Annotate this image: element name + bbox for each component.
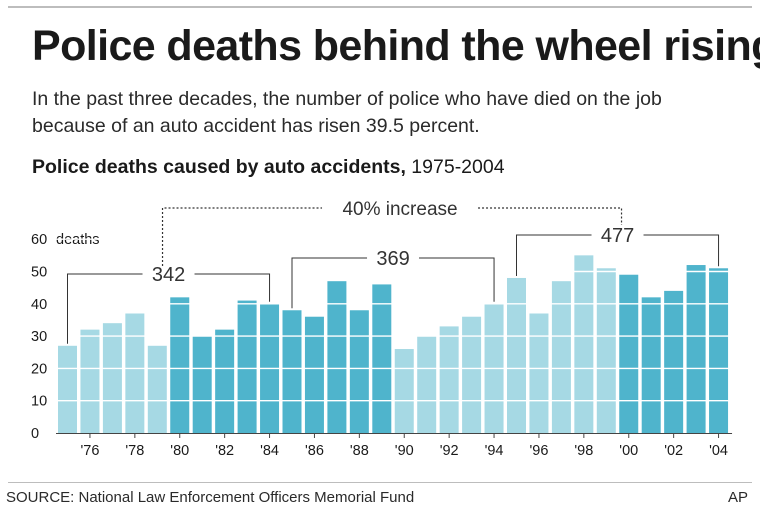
y-tick-label: 30: [31, 329, 47, 345]
chart-subtitle: Police deaths caused by auto accidents, …: [32, 156, 505, 179]
bar: [529, 313, 549, 433]
bar: [327, 281, 347, 433]
comparison-label: 40% increase: [342, 199, 457, 220]
x-tick-label: '02: [664, 443, 683, 459]
decade-bracket-left: [516, 234, 592, 276]
decade-total-label: 342: [152, 264, 185, 286]
bar: [709, 268, 729, 433]
bottom-rule: [8, 482, 752, 483]
y-tick-label: 10: [31, 394, 47, 410]
x-tick-label: '76: [80, 443, 99, 459]
y-tick-label: 0: [31, 426, 39, 442]
y-tick-label: 40: [31, 297, 47, 313]
bar: [80, 329, 100, 433]
decade-bracket-right: [643, 234, 720, 267]
comparison-bracket-right: [478, 207, 623, 225]
bar: [58, 345, 77, 433]
bar: [394, 349, 414, 433]
y-tick-label: 50: [31, 265, 47, 281]
bar: [282, 310, 302, 433]
bar: [372, 284, 392, 433]
comparison-bracket-left: [161, 207, 323, 266]
bar: [125, 313, 145, 433]
bar: [304, 316, 324, 433]
bar: [349, 310, 369, 433]
decade-bracket-right: [419, 257, 495, 302]
bar: [686, 265, 706, 433]
bar: [439, 326, 459, 433]
dek: In the past three decades, the number of…: [32, 88, 662, 137]
chart-subtitle-range: 1975-2004: [405, 156, 505, 178]
bar: [507, 277, 526, 433]
bar: [551, 281, 571, 433]
decade-total-label: 369: [376, 248, 409, 270]
bar: [664, 290, 684, 433]
bar: [619, 274, 639, 433]
bar: [102, 323, 122, 433]
x-tick-label: '00: [619, 443, 638, 459]
source-line: SOURCE: National Law Enforcement Officer…: [6, 489, 415, 506]
decade-bracket-right: [194, 273, 271, 302]
y-tick-label: 60: [31, 232, 47, 248]
x-tick-label: '96: [529, 443, 548, 459]
top-rule: [8, 6, 752, 8]
bar-chart: 0 10 20 30 40 50 60 deaths '76 '78 '80 '82 '84 '86 '88…: [31, 199, 733, 459]
x-tick-label: '86: [305, 443, 324, 459]
x-tick-label: '82: [215, 443, 234, 459]
decade-bracket-left: [67, 273, 143, 344]
chart-subtitle-bold: Police deaths caused by auto accidents,: [32, 156, 406, 178]
bar: [417, 336, 437, 433]
y-tick-label: 20: [31, 361, 47, 377]
bar: [215, 329, 235, 433]
x-tick-label: '84: [260, 443, 279, 459]
headline: Police deaths behind the wheel rising: [32, 22, 760, 70]
bar: [147, 345, 167, 433]
decade-bracket-left: [291, 257, 368, 309]
x-tick-label: '90: [395, 443, 414, 459]
credit-line: AP: [727, 489, 748, 506]
bar: [237, 300, 257, 433]
bar: [170, 297, 190, 433]
bar: [574, 255, 594, 433]
bar: [462, 316, 482, 433]
x-tick-label: '80: [170, 443, 189, 459]
decade-total-label: 477: [601, 225, 634, 247]
x-tick-label: '98: [574, 443, 593, 459]
x-tick-label: '94: [485, 443, 504, 459]
bar: [596, 268, 616, 433]
x-tick-label: '88: [350, 443, 369, 459]
bar: [192, 336, 212, 433]
x-tick-label: '92: [440, 443, 459, 459]
x-tick-label: '78: [125, 443, 144, 459]
x-tick-label: '04: [709, 443, 728, 459]
bar: [641, 297, 661, 433]
y-unit-label: deaths: [56, 232, 100, 248]
